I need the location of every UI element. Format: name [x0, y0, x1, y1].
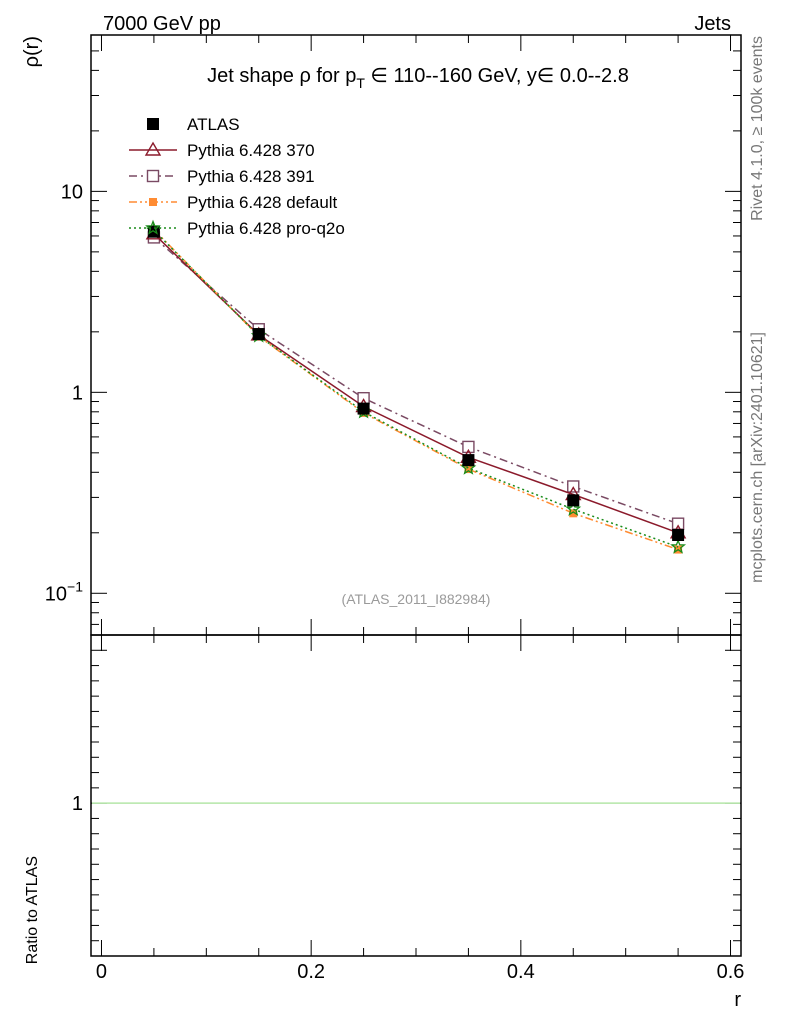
- main-ylabel: ρ(r): [21, 36, 43, 67]
- ratio-ylabel: Ratio to ATLAS: [24, 856, 41, 964]
- ratio-ytick-label: 1: [72, 793, 83, 815]
- legend-label: Pythia 6.428 391: [187, 167, 315, 186]
- data-point: [569, 509, 578, 518]
- ratio-ticks: [91, 634, 741, 957]
- main-ytick-label: 1: [72, 382, 83, 404]
- ytick-exponent: −1: [67, 578, 83, 594]
- legend-marker: [145, 219, 161, 235]
- series-line: [153, 233, 679, 534]
- legend-marker: [149, 198, 157, 206]
- legend-entry: ATLAS: [147, 115, 240, 134]
- legend-entry: Pythia 6.428 default: [129, 193, 338, 212]
- series-line: [153, 236, 679, 525]
- data-point: [252, 328, 265, 341]
- series-0: [147, 225, 685, 541]
- xtick-label: 0.6: [717, 961, 745, 983]
- data-point: [464, 465, 473, 474]
- series-line: [153, 229, 679, 548]
- legend-label: Pythia 6.428 default: [187, 193, 338, 212]
- series-layer: [145, 221, 687, 554]
- series-2: [147, 231, 685, 530]
- xtick-label: 0.2: [297, 961, 325, 983]
- legend-label: Pythia 6.428 pro-q2o: [187, 219, 345, 238]
- xtick-label: 0.4: [507, 961, 535, 983]
- series-line: [153, 229, 679, 551]
- ratio-ytick-labels: 1: [72, 793, 83, 815]
- ratio-frame: [90, 634, 742, 957]
- ytick-base: 10: [45, 583, 67, 605]
- mcplots-label: mcplots.cern.ch [arXiv:2401.10621]: [749, 332, 766, 583]
- legend-label: Pythia 6.428 370: [187, 141, 315, 160]
- title-pre: Jet shape ρ for p: [207, 65, 356, 87]
- legend-marker: [147, 118, 159, 130]
- legend-label: ATLAS: [187, 115, 240, 134]
- data-point: [671, 517, 685, 530]
- analysis-watermark: (ATLAS_2011_I882984): [342, 591, 491, 607]
- xtick-label: 0: [96, 961, 107, 983]
- data-point: [670, 538, 687, 554]
- data-point: [462, 440, 475, 454]
- main-ytick-label: 10: [61, 181, 83, 203]
- main-ticks: [91, 34, 741, 635]
- rivet-label: Rivet 4.1.0, ≥ 100k events: [749, 36, 766, 221]
- legend-entry: Pythia 6.428 pro-q2o: [129, 219, 345, 238]
- data-point: [672, 528, 685, 541]
- series-1: [145, 225, 687, 539]
- series-4: [145, 221, 687, 554]
- main-ytick-label: 10−1: [45, 578, 83, 605]
- legend-entry: Pythia 6.428 370: [129, 141, 315, 160]
- legend-marker: [144, 141, 162, 156]
- main-title: Jet shape ρ for pT ∈ 110--160 GeV, y∈ 0.…: [207, 65, 629, 91]
- header-left: 7000 GeV pp: [103, 13, 221, 35]
- x-tick-labels: 0 0.2 0.4 0.6: [96, 961, 745, 983]
- xlabel: r: [734, 989, 741, 1011]
- legend-marker: [146, 169, 160, 183]
- header-right: Jets: [694, 13, 731, 35]
- data-point: [565, 500, 582, 516]
- data-point: [357, 402, 370, 415]
- ratio-panel: 1 0 0.2 0.4 0.6: [72, 634, 745, 983]
- title-post: ∈ 110--160 GeV, y∈ 0.0--2.8: [365, 65, 629, 87]
- legend: ATLAS Pythia 6.428 370 Pythia 6.428 391 Pyt…: [129, 115, 345, 238]
- data-point: [462, 454, 475, 467]
- data-point: [567, 494, 580, 507]
- title-sub: T: [356, 75, 365, 91]
- legend-entry: Pythia 6.428 391: [129, 167, 315, 186]
